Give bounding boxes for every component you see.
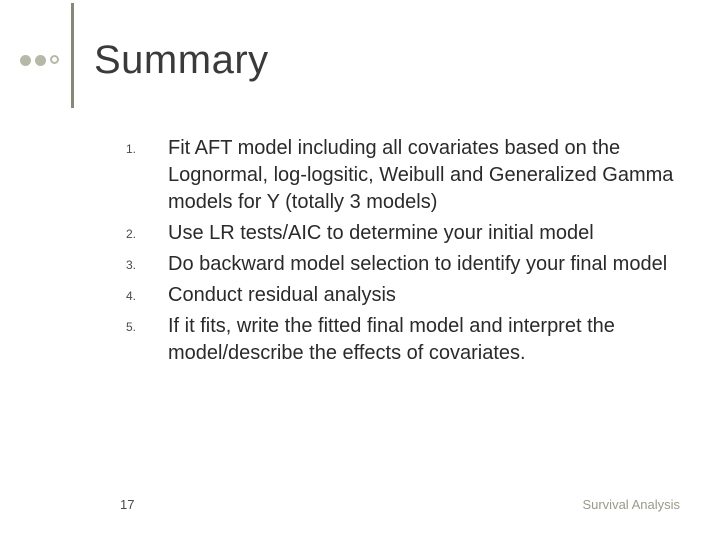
list-item: 4. Conduct residual analysis (120, 282, 680, 309)
dot-icon (50, 55, 59, 64)
footer-label: Survival Analysis (582, 497, 680, 512)
list-item: 5. If it fits, write the fitted final mo… (120, 313, 680, 367)
slide-footer: 17 Survival Analysis (120, 497, 680, 512)
list-number: 5. (120, 313, 168, 367)
list-item: 2. Use LR tests/AIC to determine your in… (120, 220, 680, 247)
list-item: 3. Do backward model selection to identi… (120, 251, 680, 278)
decorative-dots (20, 55, 59, 66)
list-text: If it fits, write the fitted final model… (168, 313, 680, 367)
dot-icon (35, 55, 46, 66)
list-item: 1. Fit AFT model including all covariate… (120, 135, 680, 216)
slide-content: 1. Fit AFT model including all covariate… (120, 135, 680, 371)
slide-header: Summary (20, 20, 700, 100)
vertical-divider (71, 3, 74, 108)
list-text: Conduct residual analysis (168, 282, 680, 309)
list-number: 1. (120, 135, 168, 216)
summary-list: 1. Fit AFT model including all covariate… (120, 135, 680, 367)
list-number: 4. (120, 282, 168, 309)
list-number: 3. (120, 251, 168, 278)
dot-icon (20, 55, 31, 66)
page-number: 17 (120, 497, 134, 512)
slide-title: Summary (94, 38, 269, 83)
list-text: Fit AFT model including all covariates b… (168, 135, 680, 216)
list-number: 2. (120, 220, 168, 247)
list-text: Do backward model selection to identify … (168, 251, 680, 278)
list-text: Use LR tests/AIC to determine your initi… (168, 220, 680, 247)
